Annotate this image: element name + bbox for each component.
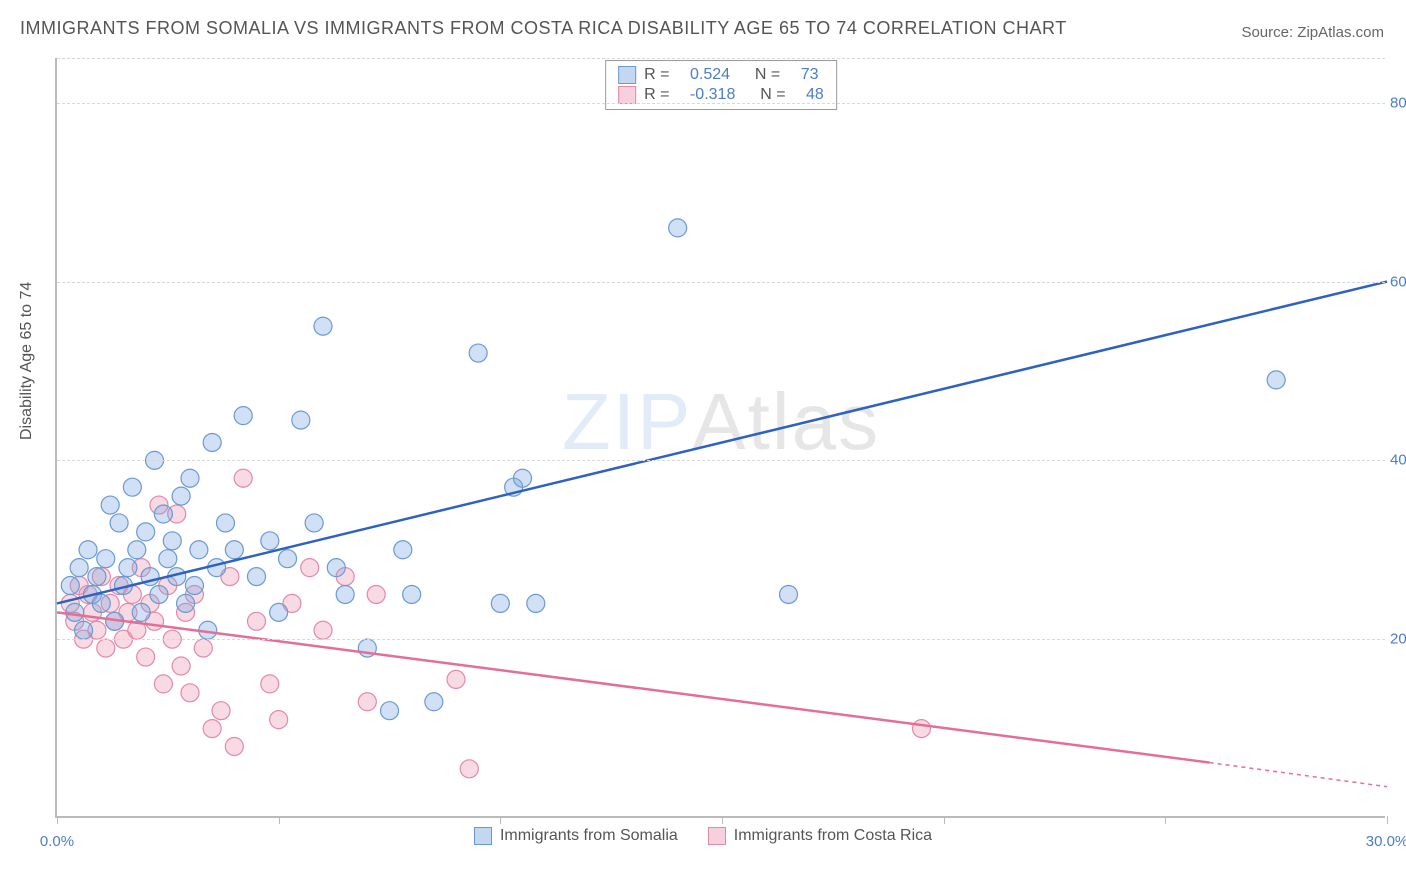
x-tick <box>944 816 945 824</box>
gridline <box>57 282 1385 283</box>
legend-label-1: Immigrants from Somalia <box>500 827 678 845</box>
gridline <box>57 460 1385 461</box>
y-tick-label: 20.0% <box>1390 631 1406 648</box>
y-axis-label: Disability Age 65 to 74 <box>18 282 36 440</box>
y-tick-label: 80.0% <box>1390 94 1406 111</box>
y-tick-label: 60.0% <box>1390 273 1406 290</box>
source-attribution: Source: ZipAtlas.com <box>1241 24 1384 41</box>
x-tick <box>1387 816 1388 824</box>
legend-label-2: Immigrants from Costa Rica <box>734 827 932 845</box>
swatch-blue-icon <box>474 827 492 845</box>
x-tick <box>57 816 58 824</box>
chart-title: IMMIGRANTS FROM SOMALIA VS IMMIGRANTS FR… <box>20 18 1067 39</box>
chart-svg <box>57 58 1385 816</box>
gridline <box>57 58 1385 59</box>
y-tick-label: 40.0% <box>1390 452 1406 469</box>
swatch-pink-icon <box>708 827 726 845</box>
x-tick <box>279 816 280 824</box>
gridline <box>57 103 1385 104</box>
x-tick <box>722 816 723 824</box>
x-tick <box>500 816 501 824</box>
legend-item-2: Immigrants from Costa Rica <box>708 827 932 845</box>
plot-area: ZIPAtlas R = 0.524 N = 73 R = -0.318 N =… <box>55 58 1385 818</box>
gridline <box>57 639 1385 640</box>
x-tick <box>1165 816 1166 824</box>
legend-item-1: Immigrants from Somalia <box>474 827 678 845</box>
series-legend: Immigrants from Somalia Immigrants from … <box>0 827 1406 845</box>
